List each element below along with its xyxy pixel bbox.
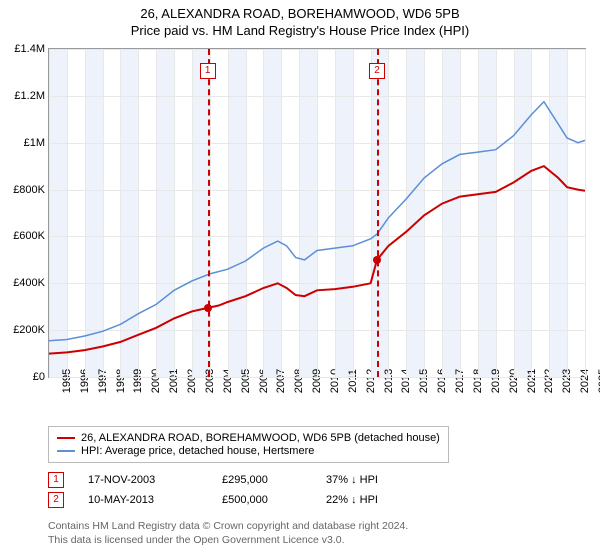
price-chart: 1995199619971998199920002001200220032004… <box>48 48 586 378</box>
y-axis-label: £0 <box>33 371 49 383</box>
legend-swatch-property <box>57 437 75 439</box>
sale-marker-label: 2 <box>369 63 385 79</box>
sales-row: 1 17-NOV-2003 £295,000 37% ↓ HPI <box>48 472 406 488</box>
sales-row-marker: 1 <box>48 472 64 488</box>
y-axis-label: £1.4M <box>14 43 49 55</box>
y-axis-label: £1.2M <box>14 90 49 102</box>
sales-table: 1 17-NOV-2003 £295,000 37% ↓ HPI 2 10-MAY-201… <box>48 468 406 512</box>
y-axis-label: £400K <box>13 277 49 289</box>
y-axis-label: £600K <box>13 230 49 242</box>
sale-marker-line <box>377 49 379 377</box>
chart-legend: 26, ALEXANDRA ROAD, BOREHAMWOOD, WD6 5PB… <box>48 426 449 463</box>
hpi-line <box>49 102 585 341</box>
sale-dot <box>204 304 212 312</box>
sales-row: 2 10-MAY-2013 £500,000 22% ↓ HPI <box>48 492 406 508</box>
page-subtitle: Price paid vs. HM Land Registry's House … <box>0 23 600 38</box>
sales-row-date: 10-MAY-2013 <box>88 494 198 506</box>
legend-swatch-hpi <box>57 450 75 452</box>
sales-row-price: £500,000 <box>222 494 302 506</box>
footnote-line: This data is licensed under the Open Gov… <box>48 534 408 548</box>
legend-label-hpi: HPI: Average price, detached house, Hert… <box>81 445 314 457</box>
y-axis-label: £200K <box>13 324 49 336</box>
grid-v <box>585 49 586 377</box>
x-axis-label: 2025 <box>585 369 600 393</box>
sales-row-price: £295,000 <box>222 474 302 486</box>
chart-lines <box>49 49 585 377</box>
footnote-line: Contains HM Land Registry data © Crown c… <box>48 520 408 534</box>
legend-row: HPI: Average price, detached house, Hert… <box>57 445 440 457</box>
sale-marker-label: 1 <box>200 63 216 79</box>
sales-row-pct: 37% ↓ HPI <box>326 474 406 486</box>
page-title: 26, ALEXANDRA ROAD, BOREHAMWOOD, WD6 5PB <box>0 6 600 21</box>
grid-h <box>49 377 585 378</box>
property-line <box>49 166 585 354</box>
sales-row-marker: 2 <box>48 492 64 508</box>
y-axis-label: £1M <box>24 137 49 149</box>
legend-label-property: 26, ALEXANDRA ROAD, BOREHAMWOOD, WD6 5PB… <box>81 432 440 444</box>
sales-row-date: 17-NOV-2003 <box>88 474 198 486</box>
sale-dot <box>373 256 381 264</box>
sales-row-pct: 22% ↓ HPI <box>326 494 406 506</box>
legend-row: 26, ALEXANDRA ROAD, BOREHAMWOOD, WD6 5PB… <box>57 432 440 444</box>
sale-marker-line <box>208 49 210 377</box>
y-axis-label: £800K <box>13 184 49 196</box>
footnote: Contains HM Land Registry data © Crown c… <box>48 520 408 547</box>
